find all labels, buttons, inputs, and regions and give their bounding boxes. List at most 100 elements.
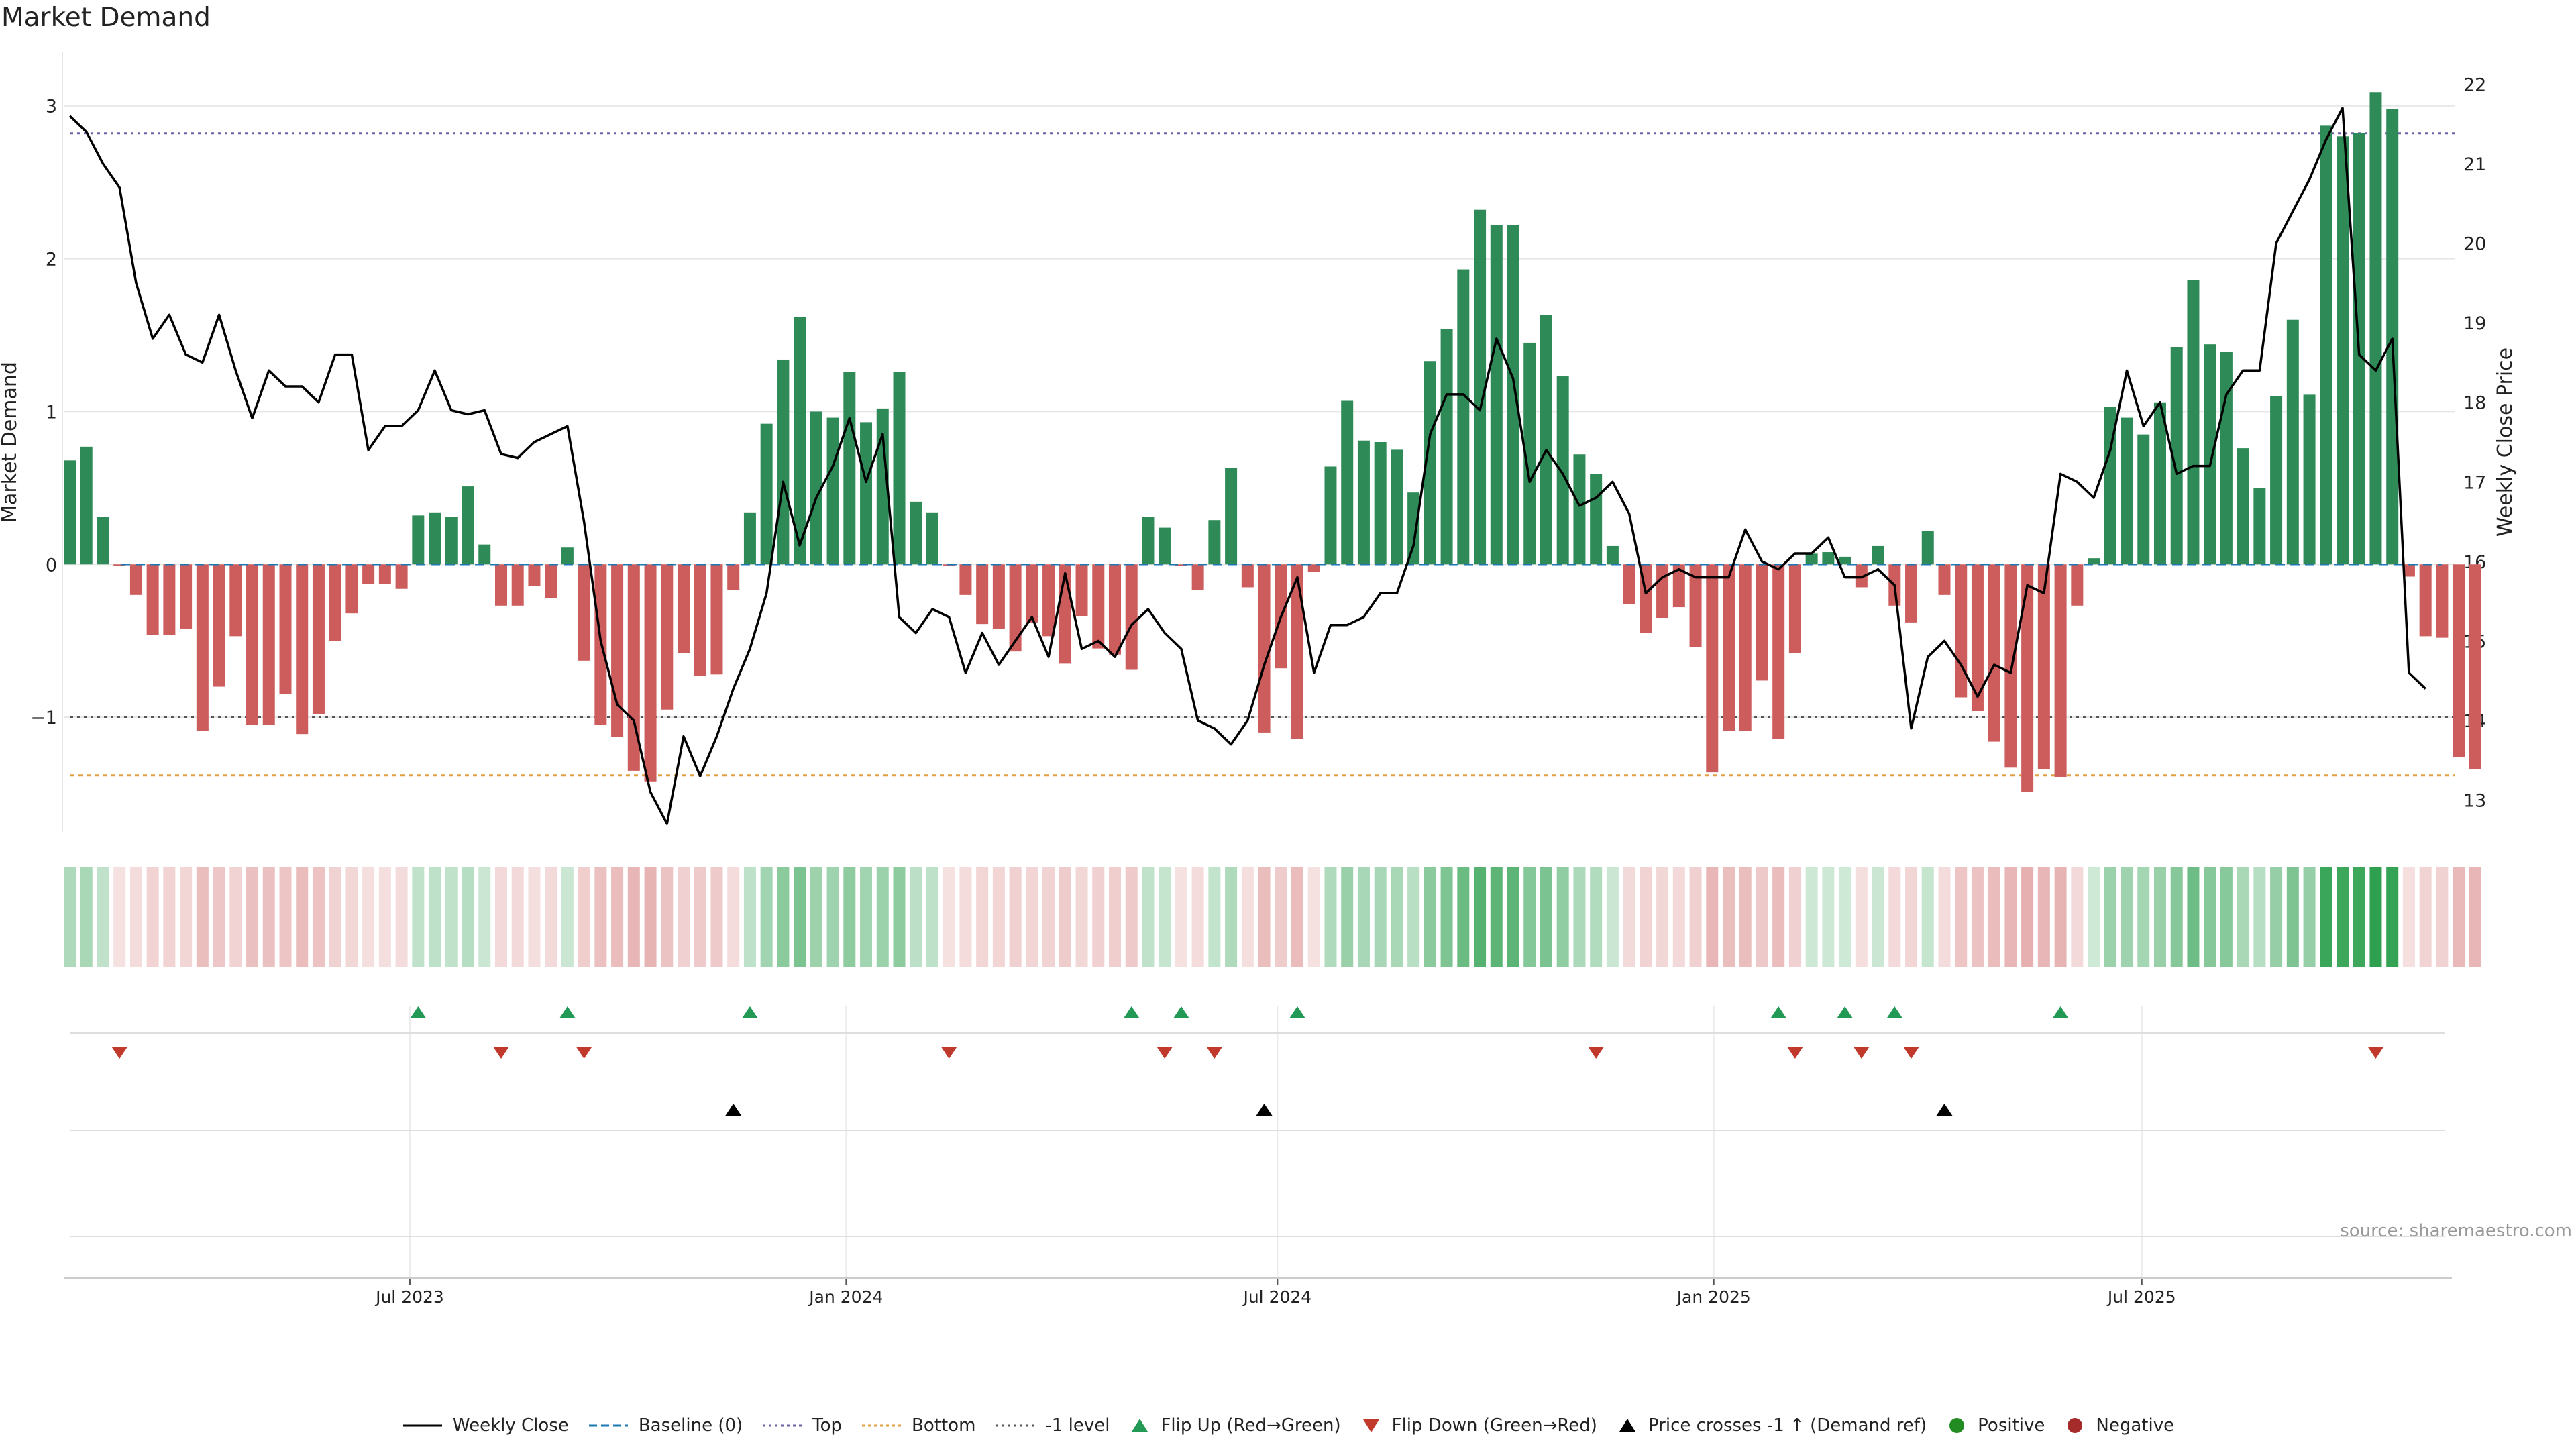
legend-swatch — [402, 1424, 442, 1427]
heat-cell — [1059, 867, 1071, 967]
x-tick-label: Jul 2024 — [1242, 1287, 1311, 1307]
heat-cell — [710, 867, 723, 967]
flip-down-marker — [941, 1046, 957, 1059]
heat-cell — [545, 867, 557, 967]
heat-cell — [1009, 867, 1022, 967]
demand-bar — [196, 564, 209, 731]
demand-bar — [2469, 564, 2481, 769]
x-tick-label: Jan 2024 — [808, 1287, 883, 1307]
demand-bar — [1623, 564, 1635, 604]
heat-cell — [860, 867, 873, 967]
demand-bar — [1805, 553, 1818, 565]
heat-cell — [2286, 867, 2299, 967]
heat-cell — [1125, 867, 1138, 967]
flip-up-marker — [1173, 1006, 1189, 1018]
legend-swatch — [1132, 1419, 1148, 1432]
demand-bar — [860, 422, 873, 565]
demand-bar — [1839, 556, 1851, 565]
legend-swatch — [1362, 1419, 1379, 1432]
demand-bar — [545, 564, 557, 598]
legend-swatch — [763, 1424, 802, 1427]
demand-bar — [1490, 225, 1503, 565]
heat-cell — [1888, 867, 1901, 967]
heat-cell — [163, 867, 176, 967]
demand-bar — [2170, 347, 2183, 565]
heat-cell — [345, 867, 358, 967]
heat-cell — [2337, 867, 2349, 967]
demand-bar — [710, 564, 723, 675]
heat-cell — [1706, 867, 1719, 967]
left-tick-label: −1 — [30, 708, 57, 729]
heat-cell — [1490, 867, 1503, 967]
heat-cell — [80, 867, 93, 967]
heat-cell — [1208, 867, 1221, 967]
legend-label: Weekly Close — [452, 1415, 569, 1436]
flip-down-marker — [576, 1046, 592, 1059]
demand-bar — [2021, 564, 2034, 792]
demand-bar — [2386, 109, 2399, 565]
heat-cell — [743, 867, 756, 967]
heat-cell — [1241, 867, 1254, 967]
legend-item: Negative — [2063, 1415, 2174, 1436]
heat-cell — [644, 867, 657, 967]
heat-cell — [2054, 867, 2067, 967]
legend-label: Flip Down (Green→Red) — [1391, 1415, 1597, 1436]
heat-cell — [926, 867, 938, 967]
demand-bar — [760, 423, 773, 565]
heat-cell — [1556, 867, 1569, 967]
demand-bar — [1872, 545, 1884, 565]
heat-cell — [196, 867, 209, 967]
demand-bar — [1855, 564, 1868, 588]
heat-cell — [594, 867, 607, 967]
heat-cell — [1855, 867, 1868, 967]
heat-cell — [146, 867, 159, 967]
demand-bar — [2436, 564, 2449, 638]
heat-cell — [1788, 867, 1801, 967]
heat-cell — [1822, 867, 1835, 967]
heat-cell — [1656, 867, 1669, 967]
heat-cell — [661, 867, 674, 967]
demand-bar — [959, 564, 972, 595]
demand-bar — [1606, 545, 1619, 565]
heat-cell — [1573, 867, 1586, 967]
demand-bar — [611, 564, 624, 737]
demand-bar — [97, 517, 109, 565]
legend-item: -1 level — [994, 1415, 1110, 1436]
heat-cell — [2220, 867, 2233, 967]
heat-cell — [1540, 867, 1552, 967]
demand-bar — [113, 564, 126, 566]
demand-bar — [494, 564, 507, 606]
demand-bar — [213, 564, 225, 687]
left-axis-title: Market Demand — [0, 362, 21, 523]
demand-bar — [2071, 564, 2084, 606]
heat-cell — [2170, 867, 2183, 967]
demand-bar — [2153, 402, 2166, 565]
heat-cell — [1108, 867, 1121, 967]
heat-cell — [1457, 867, 1470, 967]
heat-cell — [2402, 867, 2415, 967]
legend-label: Negative — [2096, 1415, 2175, 1436]
heat-cell — [2303, 867, 2316, 967]
heat-cell — [826, 867, 839, 967]
left-tick-label: 0 — [46, 555, 57, 576]
heat-cell — [1523, 867, 1536, 967]
heat-cell — [113, 867, 126, 967]
heat-cell — [229, 867, 242, 967]
demand-bar — [2220, 352, 2233, 565]
heat-cell — [1075, 867, 1088, 967]
right-tick-label: 20 — [2463, 234, 2486, 255]
demand-bar — [1374, 442, 1387, 565]
demand-bar — [1788, 564, 1801, 653]
heat-cell — [1440, 867, 1453, 967]
right-tick-label: 21 — [2463, 154, 2486, 175]
heat-cell — [694, 867, 706, 967]
heat-cell — [329, 867, 341, 967]
demand-bar — [826, 417, 839, 565]
right-axis-title: Weekly Close Price — [2493, 347, 2517, 537]
heat-cell — [992, 867, 1005, 967]
demand-bar — [661, 564, 674, 710]
heat-cell — [2187, 867, 2200, 967]
price-cross-marker — [1936, 1104, 1953, 1116]
legend-item: Flip Up (Red→Green) — [1128, 1415, 1341, 1436]
demand-bar — [1573, 454, 1586, 565]
